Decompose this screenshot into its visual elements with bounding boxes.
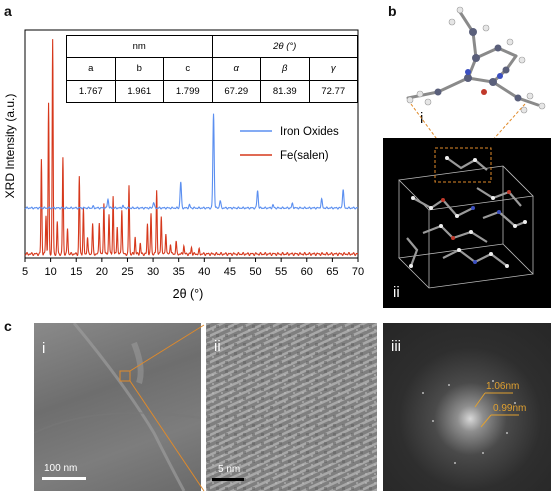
lattice-parameter-table: nm 2θ (°) a b c α β γ 1.767 1.961 1.799 … — [66, 34, 358, 104]
tem-image-low-mag — [34, 323, 201, 491]
panel-c-sub-ii: ii — [214, 338, 221, 355]
scale-label-5nm: 5 nm — [218, 464, 241, 475]
table-value-beta: 81.39 — [260, 79, 310, 104]
scale-label-100nm: 100 nm — [44, 463, 78, 474]
x-axis-title: 2θ (°) — [173, 287, 204, 301]
table-symbol-c: c — [163, 57, 213, 81]
x-tick-label: 60 — [301, 266, 313, 278]
table-symbol-beta: β — [260, 57, 310, 81]
tem-zoom-guide-lines — [129, 324, 205, 492]
x-tick-label: 15 — [70, 266, 82, 278]
scale-bar-100nm — [42, 477, 86, 480]
table-value-a: 1.767 — [66, 79, 116, 104]
x-tick-label: 45 — [224, 266, 236, 278]
table-value-gamma: 72.77 — [308, 79, 358, 104]
table-symbol-a: a — [66, 57, 116, 81]
table-value-alpha: 67.29 — [211, 79, 261, 104]
panel-b-sub-ii: ii — [393, 284, 400, 301]
plot-frame — [24, 29, 359, 259]
x-tick-label: 5 — [22, 266, 28, 278]
x-tick-label: 10 — [44, 266, 56, 278]
fft-pattern-image — [383, 323, 551, 491]
table-header-nm: nm — [66, 34, 213, 59]
molecule-structure-image — [406, 6, 546, 114]
fft-d-spacing-1: 1.06nm — [486, 381, 520, 392]
x-tick-label: 35 — [173, 266, 185, 278]
x-axis-ticks: 5 10 15 20 25 30 35 40 45 50 55 60 65 70 — [22, 258, 364, 278]
crystal-packing-image — [383, 138, 551, 308]
scale-bar-5nm — [212, 478, 244, 481]
y-axis-title: XRD Intensity (a.u.) — [3, 94, 17, 199]
table-symbol-gamma: γ — [308, 57, 358, 81]
x-tick-label: 65 — [326, 266, 338, 278]
xrd-chart: 5 10 15 20 25 30 35 40 45 50 55 60 65 70 XRD Intensit… — [3, 29, 364, 301]
x-tick-label: 30 — [147, 266, 159, 278]
zoom-guide-lines — [410, 103, 526, 143]
legend-label-iron-oxides: Iron Oxides — [280, 126, 339, 138]
table-header-angle: 2θ (°) — [211, 34, 358, 59]
series-line-fe-salen — [24, 39, 359, 257]
series-line-iron-oxides — [24, 113, 359, 210]
panel-c-label: c — [4, 318, 12, 334]
hrtem-image — [206, 323, 377, 491]
x-tick-label: 55 — [275, 266, 287, 278]
panel-b-sub-i: i — [420, 110, 424, 127]
fft-d-spacing-2: 0.99nm — [493, 403, 527, 414]
x-tick-label: 20 — [96, 266, 108, 278]
table-value-c: 1.799 — [163, 79, 213, 104]
panel-c-sub-iii: iii — [391, 338, 401, 355]
x-tick-label: 50 — [249, 266, 261, 278]
table-symbol-alpha: α — [211, 57, 261, 81]
x-tick-label: 25 — [121, 266, 133, 278]
x-tick-label: 70 — [352, 266, 364, 278]
table-value-b: 1.961 — [114, 79, 164, 104]
table-symbol-b: b — [114, 57, 164, 81]
panel-c-sub-i: i — [42, 340, 46, 357]
x-tick-label: 40 — [198, 266, 210, 278]
panel-b-label: b — [388, 3, 397, 19]
legend-label-fe-salen: Fe(salen) — [280, 150, 329, 162]
panel-a-label: a — [4, 3, 12, 19]
